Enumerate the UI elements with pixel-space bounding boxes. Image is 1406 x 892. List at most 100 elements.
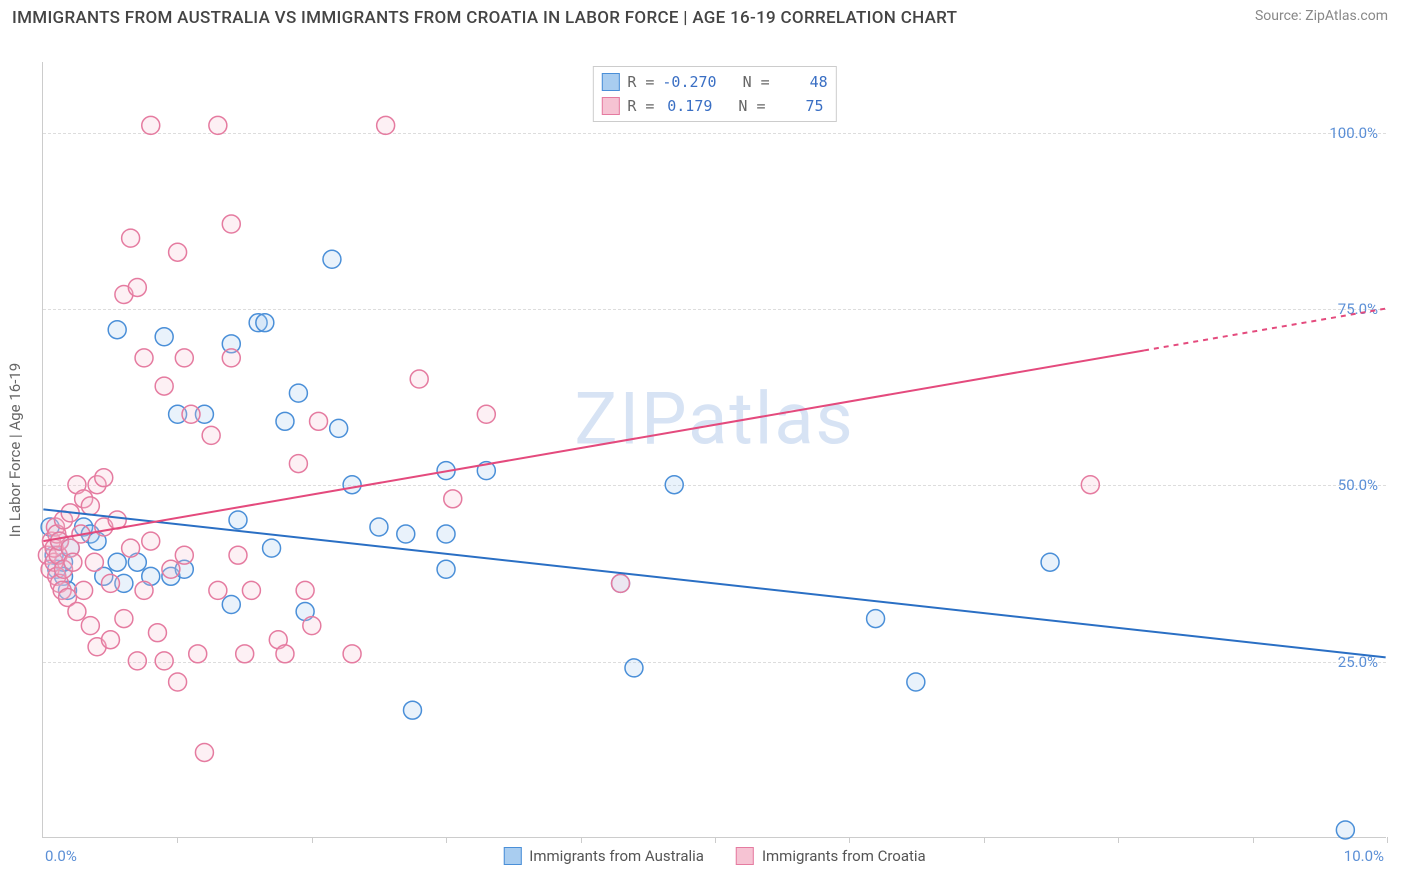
data-point [296, 581, 314, 599]
legend-series-label: Immigrants from Croatia [762, 847, 926, 865]
data-point [303, 617, 321, 635]
data-point [867, 610, 885, 628]
data-point [343, 476, 361, 494]
data-point [209, 116, 227, 134]
data-point [85, 553, 103, 571]
trend-line [43, 350, 1144, 541]
r-value: 0.179 [662, 94, 712, 118]
x-tick [581, 837, 582, 843]
x-tick [1387, 837, 1388, 843]
data-point [612, 574, 630, 592]
x-tick [715, 837, 716, 843]
x-tick [312, 837, 313, 843]
data-point [256, 314, 274, 332]
legend-series-label: Immigrants from Australia [529, 847, 704, 865]
data-point [323, 250, 341, 268]
data-point [229, 546, 247, 564]
data-point [142, 532, 160, 550]
data-point [75, 581, 93, 599]
data-point [437, 525, 455, 543]
data-point [182, 405, 200, 423]
data-point [162, 560, 180, 578]
n-value: 48 [778, 70, 828, 94]
correlation-stats-legend: R =-0.270N =48R =0.179N =75 [592, 66, 836, 122]
x-tick [984, 837, 985, 843]
data-point [155, 377, 173, 395]
data-point [444, 490, 462, 508]
data-point [1041, 553, 1059, 571]
data-point [169, 243, 187, 261]
legend-swatch [736, 847, 754, 865]
source-attribution: Source: ZipAtlas.com [1255, 8, 1388, 24]
data-point [81, 617, 99, 635]
data-point [108, 321, 126, 339]
data-point [289, 455, 307, 473]
data-point [229, 511, 247, 529]
r-label: R = [627, 70, 654, 94]
data-point [122, 539, 140, 557]
data-point [310, 412, 328, 430]
data-point [142, 116, 160, 134]
x-tick [177, 837, 178, 843]
legend-swatch [601, 73, 619, 91]
data-point [135, 349, 153, 367]
x-tick [849, 837, 850, 843]
data-point [263, 539, 281, 557]
data-point [209, 581, 227, 599]
legend-stat-row: R = -0.270 N = 48 [601, 70, 827, 94]
data-point [222, 349, 240, 367]
data-point [115, 610, 133, 628]
data-point [101, 574, 119, 592]
data-point [101, 631, 119, 649]
data-point [330, 419, 348, 437]
legend-stat-row: R = 0.179 N = 75 [601, 94, 827, 118]
data-point [907, 673, 925, 691]
data-point [68, 603, 86, 621]
data-point [175, 349, 193, 367]
n-value: 75 [774, 94, 824, 118]
y-axis-title: In Labor Force | Age 16-19 [6, 362, 24, 536]
legend-series-item: Immigrants from Croatia [736, 847, 926, 865]
data-point [276, 412, 294, 430]
data-point [222, 215, 240, 233]
data-point [122, 229, 140, 247]
data-point [128, 652, 146, 670]
data-point [202, 426, 220, 444]
data-point [128, 278, 146, 296]
r-value: -0.270 [662, 70, 716, 94]
x-axis-min-label: 0.0% [45, 847, 77, 865]
data-point [343, 645, 361, 663]
data-point [169, 673, 187, 691]
data-point [189, 645, 207, 663]
data-point [108, 553, 126, 571]
data-point [665, 476, 683, 494]
data-point [175, 546, 193, 564]
data-point [155, 328, 173, 346]
data-point [236, 645, 254, 663]
correlation-chart: ZIPatlas In Labor Force | Age 16-19 25.0… [42, 62, 1386, 838]
data-point [148, 624, 166, 642]
data-point [1336, 821, 1354, 839]
x-axis-max-label: 10.0% [1344, 847, 1384, 865]
r-label: R = [627, 94, 654, 118]
x-tick [446, 837, 447, 843]
data-point [276, 645, 294, 663]
data-point [64, 553, 82, 571]
x-tick [1253, 837, 1254, 843]
data-point [437, 560, 455, 578]
data-point [404, 701, 422, 719]
n-label: N = [738, 94, 765, 118]
data-point [370, 518, 388, 536]
legend-series-item: Immigrants from Australia [503, 847, 704, 865]
data-point [155, 652, 173, 670]
data-point [397, 525, 415, 543]
data-point [410, 370, 428, 388]
legend-swatch [601, 97, 619, 115]
data-point [81, 497, 99, 515]
n-label: N = [743, 70, 770, 94]
trend-line-extrapolated [1144, 309, 1386, 351]
data-point [377, 116, 395, 134]
series-legend: Immigrants from Australia Immigrants from… [503, 847, 925, 865]
data-point [477, 405, 495, 423]
data-point [625, 659, 643, 677]
